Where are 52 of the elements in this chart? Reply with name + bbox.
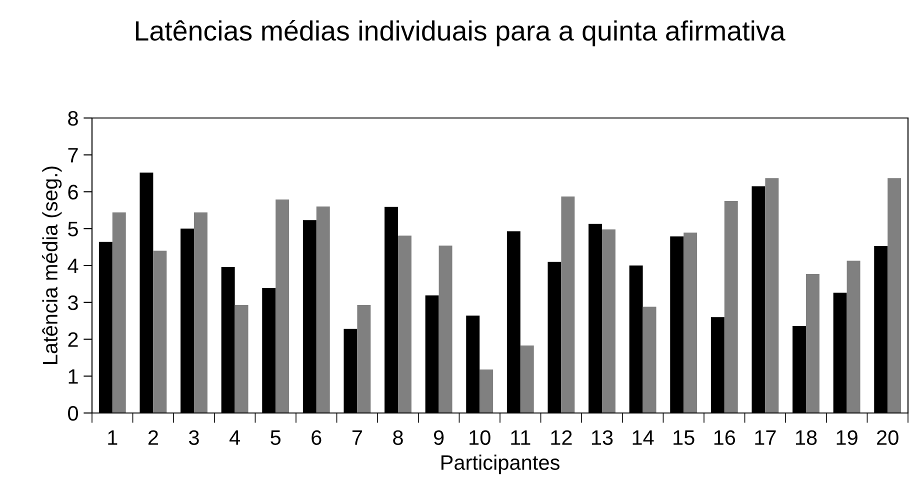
bar	[276, 199, 290, 413]
bar	[561, 196, 575, 413]
x-tick-label: 13	[592, 430, 613, 445]
bar	[398, 236, 412, 413]
x-tick-label: 10	[470, 430, 490, 445]
bar	[684, 232, 698, 413]
x-tick-label: 20	[877, 430, 898, 445]
bar	[112, 212, 126, 413]
y-tick-label: 3	[68, 295, 78, 310]
y-tick-label: 8	[68, 111, 78, 126]
bar	[153, 250, 167, 413]
bar	[480, 369, 494, 413]
y-tick-label: 2	[68, 332, 78, 347]
x-tick-label: 18	[796, 430, 817, 445]
x-tick-label: 5	[270, 430, 281, 445]
bar	[438, 246, 452, 413]
y-tick-label: 4	[68, 258, 78, 274]
bar	[194, 212, 208, 413]
x-tick-label: 15	[674, 430, 694, 445]
bar	[520, 346, 534, 413]
y-axis-title: Latência média (seg.)	[42, 166, 62, 364]
x-tick-label: 16	[714, 430, 736, 445]
y-tick-label: 5	[68, 222, 78, 236]
y-tick-label: 1	[68, 369, 78, 384]
x-tick-label: 17	[755, 430, 776, 445]
chart-title: Latências médias individuais para a quinta afirmativa	[136, 20, 786, 46]
bar	[234, 304, 248, 413]
x-tick-label: 3	[189, 430, 199, 445]
y-tick-label: 0	[68, 406, 78, 421]
y-tick-label: 7	[68, 148, 78, 162]
x-tick-label: 14	[632, 430, 654, 445]
bar	[642, 306, 656, 413]
x-tick-label: 2	[148, 430, 158, 445]
x-tick-label: 7	[352, 430, 362, 445]
y-tick-label: 6	[68, 184, 78, 200]
bar	[316, 206, 330, 413]
bar	[765, 178, 779, 413]
x-tick-label: 4	[229, 430, 240, 445]
bar	[724, 200, 738, 413]
x-tick-label: 12	[551, 430, 572, 445]
x-tick-label: 1	[108, 430, 118, 445]
x-tick-label: 8	[393, 430, 403, 445]
bar	[846, 260, 860, 413]
x-tick-label: 11	[511, 430, 530, 445]
x-tick-label: 6	[312, 430, 322, 445]
x-axis-title: Participantes	[441, 454, 560, 474]
bar	[602, 229, 616, 413]
x-tick-label: 19	[836, 430, 858, 445]
bar	[888, 178, 902, 413]
x-tick-label: 9	[434, 430, 444, 445]
bar	[357, 304, 371, 413]
bar	[806, 274, 820, 413]
